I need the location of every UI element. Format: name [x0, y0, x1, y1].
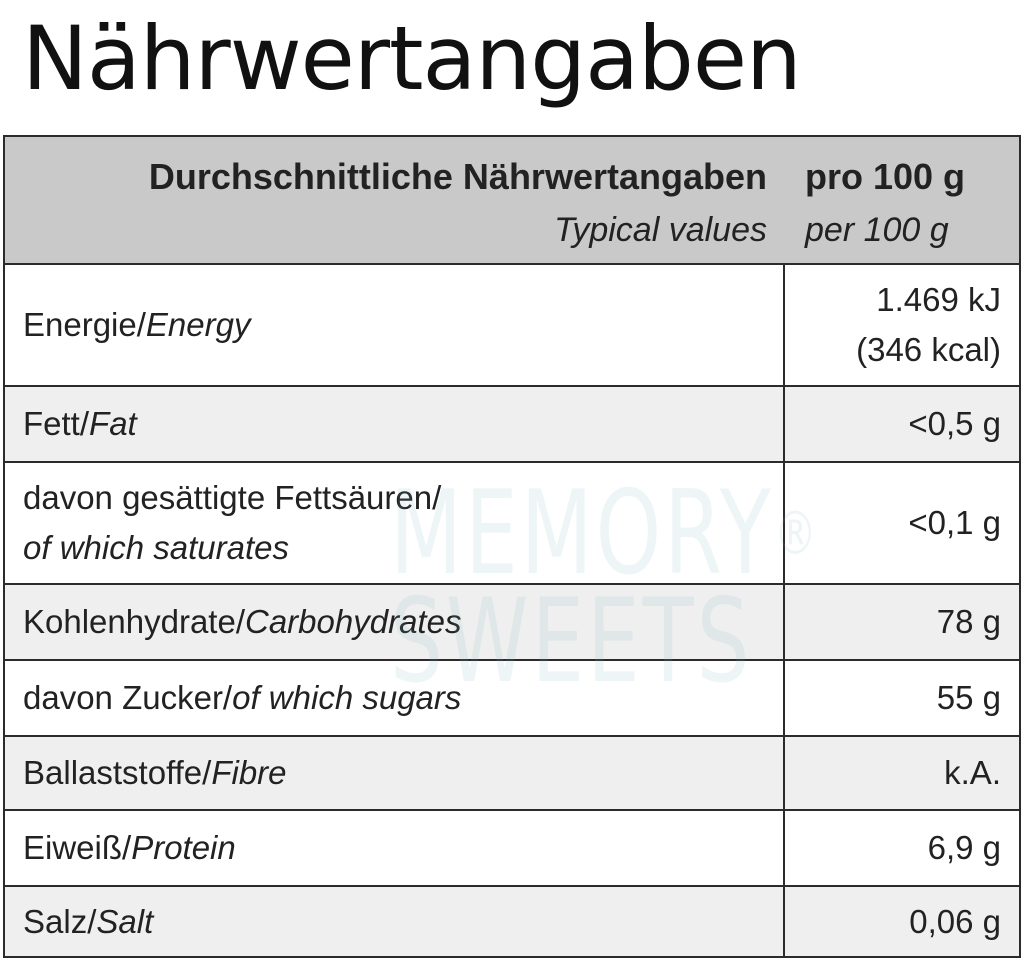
column-divider: [783, 811, 785, 885]
row-label-en: Fibre: [211, 754, 287, 791]
table-row: Kohlenhydrate/Carbohydrates 78 g: [5, 585, 1019, 661]
row-label-de: Kohlenhydrate/: [23, 603, 245, 640]
table-header: Durchschnittliche Nährwertangaben pro 10…: [5, 137, 1019, 265]
row-label: Ballaststoffe/Fibre: [23, 737, 287, 809]
row-value-kcal: (346 kcal): [856, 331, 1001, 368]
table-row: Energie/Energy 1.469 kJ (346 kcal): [5, 265, 1019, 387]
row-label-en: Carbohydrates: [245, 603, 462, 640]
row-value: 78 g: [936, 603, 1001, 640]
row-label-de: davon gesättigte Fettsäuren/: [23, 479, 442, 516]
row-label: Energie/Energy: [23, 265, 250, 385]
column-divider: [783, 585, 785, 659]
table-row: Salz/Salt 0,06 g: [5, 887, 1019, 956]
row-value: <0,1 g: [908, 504, 1001, 541]
row-label: Salz/Salt: [23, 887, 153, 956]
header-label: Durchschnittliche Nährwertangaben: [148, 156, 767, 197]
row-label-en: Protein: [131, 829, 236, 866]
table-row: davon gesättigte Fettsäuren/ of which sa…: [5, 463, 1019, 585]
row-label-de: Energie/: [23, 306, 146, 343]
row-value: <0,5 g: [908, 405, 1001, 442]
row-label-de: Eiweiß/: [23, 829, 132, 866]
header-sublabel: Typical values: [554, 211, 767, 249]
row-value: 55 g: [936, 679, 1001, 716]
row-label-en: Salt: [96, 902, 154, 940]
row-label-de: davon Zucker/: [23, 679, 233, 716]
row-value-kj: 1.469 kJ: [876, 281, 1001, 318]
row-value: 1.469 kJ (346 kcal): [856, 265, 1001, 385]
row-label: davon Zucker/of which sugars: [23, 661, 461, 735]
table-row: davon Zucker/of which sugars 55 g: [5, 661, 1019, 737]
column-divider: [783, 387, 785, 461]
row-label-de: Ballaststoffe/: [23, 754, 212, 791]
row-value: 0,06 g: [909, 902, 1001, 940]
header-value: pro 100 g: [805, 156, 966, 197]
row-label: Fett/Fat: [23, 387, 137, 461]
page-title: Nährwertangaben: [22, 7, 802, 110]
row-label-en: of which saturates: [23, 529, 289, 566]
row-value: k.A.: [944, 754, 1001, 791]
row-label-de: Salz/: [23, 902, 97, 940]
column-divider: [783, 463, 785, 583]
row-label: Kohlenhydrate/Carbohydrates: [23, 585, 461, 659]
table-row: Eiweiß/Protein 6,9 g: [5, 811, 1019, 887]
column-divider: [783, 887, 785, 956]
row-label: davon gesättigte Fettsäuren/ of which sa…: [23, 463, 441, 583]
row-label-de: Fett/: [23, 405, 90, 442]
row-value: 6,9 g: [927, 829, 1001, 866]
column-divider: [783, 265, 785, 385]
row-label: Eiweiß/Protein: [23, 811, 236, 885]
row-label-en: Energy: [145, 306, 251, 343]
header-subvalue: per 100 g: [805, 211, 949, 249]
row-label-en: of which sugars: [232, 679, 462, 716]
table-row: Ballaststoffe/Fibre k.A.: [5, 737, 1019, 811]
column-divider: [783, 661, 785, 735]
nutrition-table: Durchschnittliche Nährwertangaben pro 10…: [3, 135, 1021, 958]
row-label-en: Fat: [89, 405, 137, 442]
column-divider: [783, 737, 785, 809]
table-row: Fett/Fat <0,5 g: [5, 387, 1019, 463]
